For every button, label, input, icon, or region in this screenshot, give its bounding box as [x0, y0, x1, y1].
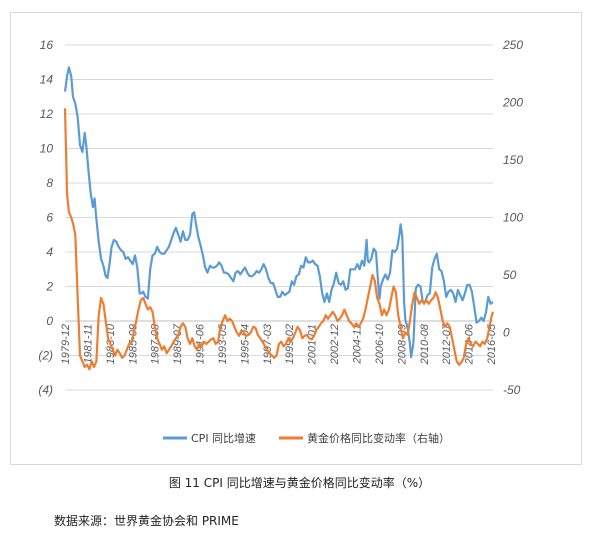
x-tick-label: 1979-12: [60, 324, 72, 364]
left-tick-label: 16: [40, 38, 54, 52]
chart-frame: 16 14 12 10 8 6 4 2 0 (2) (4) 250 200 150 100 50 0 -50 1…: [10, 12, 582, 465]
right-tick-label: 200: [502, 96, 523, 110]
left-tick-label: (2): [38, 349, 53, 363]
x-tick-label: 1989-07: [172, 323, 184, 364]
right-tick-label: 100: [503, 211, 523, 225]
x-tick-label: 2004-11: [352, 324, 364, 365]
x-tick-label: 1981-11: [82, 324, 94, 364]
legend-label: 黄金价格同比变动率（右轴）: [307, 431, 450, 445]
x-tick-label: 1999-02: [284, 324, 296, 364]
right-tick-label: -50: [503, 383, 521, 397]
x-tick-label: 1987-08: [150, 323, 162, 364]
left-tick-label: 4: [46, 245, 53, 259]
series-lines: [63, 66, 495, 371]
data-source-note: 数据来源：世界黄金协会和 PRIME: [54, 514, 239, 528]
left-tick-label: 12: [40, 107, 54, 121]
right-axis-ticks: 250 200 150 100 50 0 -50: [502, 38, 523, 397]
right-tick-label: 250: [502, 38, 523, 52]
left-tick-label: 14: [40, 73, 54, 87]
left-tick-label: 2: [45, 280, 53, 294]
left-tick-label: 0: [46, 314, 53, 328]
left-tick-label: 10: [40, 142, 54, 156]
x-tick-label: 2002-12: [329, 324, 341, 365]
x-tick-label: 2010-08: [419, 323, 431, 365]
gold-series-line: [63, 108, 495, 371]
legend-label: CPI 同比增速: [191, 431, 256, 445]
x-tick-label: 2006-10: [374, 323, 386, 365]
left-axis-ticks: 16 14 12 10 8 6 4 2 0 (2) (4): [38, 38, 53, 397]
left-tick-label: (4): [38, 383, 53, 397]
left-tick-label: 8: [46, 176, 53, 190]
x-tick-label: 2012-07: [441, 323, 453, 365]
x-tick-label: 2014-06: [464, 323, 476, 365]
legend: CPI 同比增速 黄金价格同比变动率（右轴）: [163, 431, 450, 445]
line-chart: 16 14 12 10 8 6 4 2 0 (2) (4) 250 200 150 100 50 0 -50 1…: [38, 38, 523, 445]
left-tick-label: 6: [46, 211, 53, 225]
x-tick-label: 1985-09: [127, 324, 139, 364]
figure-caption: 图 11 CPI 同比增速与黄金价格同比变动率（%）: [168, 476, 431, 490]
right-tick-label: 150: [503, 153, 523, 167]
x-tick-label: 1993-05: [217, 323, 229, 364]
cpi-series-line: [63, 66, 494, 359]
right-tick-label: 50: [503, 268, 517, 282]
right-tick-label: 0: [503, 326, 510, 340]
